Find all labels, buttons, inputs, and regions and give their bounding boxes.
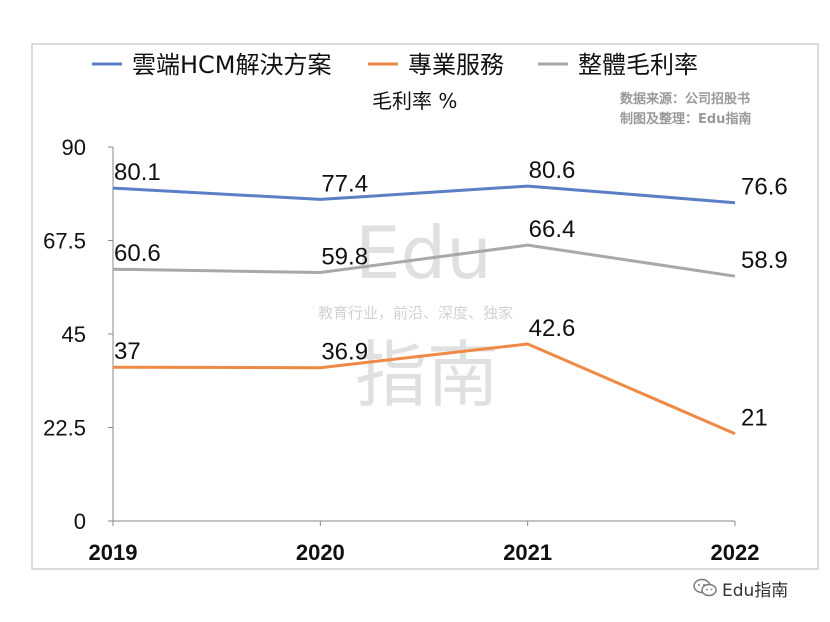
x-tick-label: 2020 xyxy=(296,540,345,565)
series-line xyxy=(112,184,736,205)
data-label: 21 xyxy=(741,405,768,432)
x-tick-label: 2019 xyxy=(89,540,138,565)
y-tick-label: 67.5 xyxy=(43,229,86,254)
data-label: 66.4 xyxy=(529,216,576,243)
legend: 雲端HCM解決方案 專業服務 整體毛利率 xyxy=(92,51,698,79)
legend-label: 雲端HCM解決方案 xyxy=(132,51,332,79)
y-tick-label: 45 xyxy=(62,322,86,347)
data-label: 80.1 xyxy=(114,159,161,186)
x-tick-label: 2022 xyxy=(711,540,760,565)
y-axis-label: 毛利率 % xyxy=(372,89,457,113)
data-label: 59.8 xyxy=(321,243,368,270)
series-line xyxy=(112,342,736,436)
source-line-1: 数据来源：公司招股书 xyxy=(620,91,750,107)
data-label: 37 xyxy=(114,338,141,365)
series-lines xyxy=(112,184,736,436)
source-line-2: 制图及整理：Edu指南 xyxy=(620,111,751,127)
legend-label: 整體毛利率 xyxy=(578,51,698,79)
x-tick-label: 2021 xyxy=(503,540,552,565)
data-label: 76.6 xyxy=(741,174,788,201)
y-ticks: 0 22.5 45 67.5 90 xyxy=(43,135,113,534)
y-tick-label: 90 xyxy=(62,135,86,160)
legend-label: 專業服務 xyxy=(408,51,504,79)
data-label: 77.4 xyxy=(321,170,368,197)
series-line xyxy=(112,243,736,278)
watermark-zhinan: 指南 xyxy=(355,333,499,417)
chart-frame xyxy=(31,43,819,570)
y-tick-label: 0 xyxy=(74,509,86,534)
data-label: 58.9 xyxy=(741,247,788,274)
wechat-icon xyxy=(692,577,718,599)
data-label: 80.6 xyxy=(529,157,576,184)
brand: Edu指南 xyxy=(692,576,789,601)
data-label: 42.6 xyxy=(529,315,576,342)
watermark-slogan: 教育行业，前沿、深度、独家 xyxy=(318,304,513,322)
x-ticks: 2019 2020 2021 2022 xyxy=(89,521,760,565)
data-label: 60.6 xyxy=(114,240,161,267)
data-labels: 80.1 77.4 80.6 76.6 37 36.9 42.6 21 60.6 59.8 66.4… xyxy=(114,157,788,432)
data-label: 36.9 xyxy=(321,339,368,366)
brand-name: Edu指南 xyxy=(722,580,789,601)
watermark: Edu 教育行业，前沿、深度、独家 指南 xyxy=(318,211,513,417)
y-tick-label: 22.5 xyxy=(43,416,86,441)
